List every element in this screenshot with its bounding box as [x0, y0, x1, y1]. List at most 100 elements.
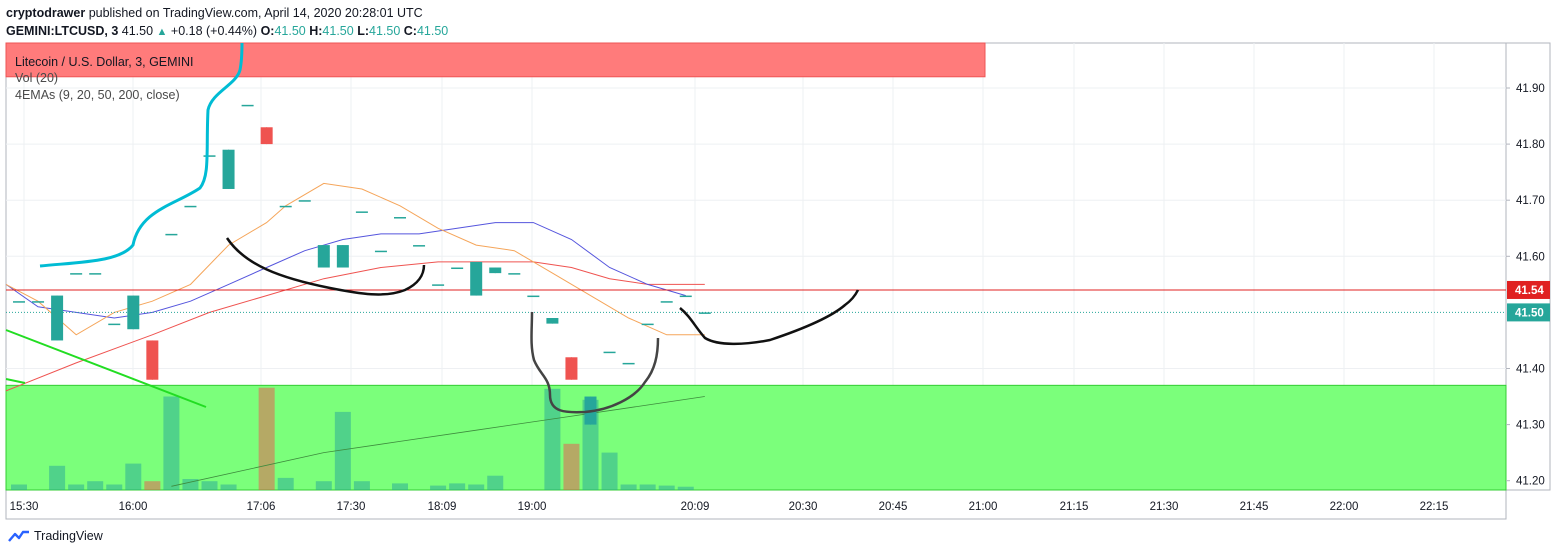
black-arc-right [679, 289, 860, 346]
price-tag-label: 41.50 [1515, 307, 1544, 319]
candle-body [298, 200, 311, 202]
zones [5, 42, 1507, 491]
time-axis-frame [5, 489, 1507, 520]
green-trend-line [5, 329, 207, 408]
tradingview-logo-icon [8, 530, 29, 542]
price-tag-box [1507, 280, 1550, 299]
volume-bar [353, 481, 370, 490]
volume-bar [277, 477, 294, 490]
volume-bar [201, 481, 218, 490]
time-tick-label: 17:06 [247, 501, 276, 513]
time-axis[interactable]: 15:30 16:00 17:06 17:30 18:09 19:00 20:09 20:30… [10, 501, 1449, 513]
candle-body [527, 295, 540, 298]
ema-50-line [5, 261, 705, 392]
ohlc-line: GEMINI:LTCUSD, 3 41.50 ▲ +0.18 (+0.44%) … [6, 22, 448, 41]
candle-body [279, 205, 292, 208]
time-tick-label: 21:45 [1240, 501, 1269, 513]
volume-bar [258, 387, 275, 490]
candle-body [355, 211, 368, 213]
price-tick-label: 41.30 [1516, 420, 1545, 432]
price-tags: 41.54 41.50 [1507, 280, 1550, 322]
ema-lines [5, 182, 705, 487]
price-levels [6, 289, 1506, 313]
publish-info: published on TradingView.com, April 14, … [88, 6, 423, 20]
volume-bar [68, 484, 85, 490]
candle-body [260, 127, 273, 145]
volume-bar [334, 411, 351, 490]
user-drawings[interactable] [5, 42, 860, 414]
time-tick-label: 17:30 [337, 501, 366, 513]
price-tick-label: 41.40 [1516, 364, 1545, 376]
volume-bar [87, 481, 104, 490]
black-arc-left [225, 237, 426, 296]
tradingview-brand: TradingView [34, 529, 103, 543]
volume-bar [677, 486, 694, 490]
candle-body [451, 267, 464, 270]
up-arrow-icon: ▲ [156, 26, 168, 38]
candle-body [508, 273, 521, 275]
candle-body [698, 312, 711, 314]
candle-body [89, 273, 102, 275]
candle-body [70, 273, 83, 275]
volume-bar [601, 452, 618, 490]
time-tick-label: 20:09 [681, 501, 710, 513]
price-tick-label: 41.20 [1516, 476, 1545, 488]
price-tick-label: 41.90 [1516, 83, 1545, 95]
price-change: +0.18 (+0.44%) [170, 24, 258, 38]
author-name[interactable]: cryptodrawer [6, 6, 86, 20]
time-tick-label: 21:30 [1150, 501, 1179, 513]
time-tick-label: 21:00 [969, 501, 998, 513]
ema-200-line [171, 396, 705, 487]
volume-bar [639, 484, 656, 490]
time-tick-label: 19:00 [518, 501, 547, 513]
low-value: 41.50 [369, 24, 401, 38]
low-label: L: [357, 24, 369, 38]
volume-bar [144, 481, 161, 490]
price-tag-label: 41.54 [1515, 285, 1544, 297]
price-tick-label: 41.80 [1516, 139, 1545, 151]
candle-body [127, 295, 140, 330]
candle-body [317, 245, 330, 268]
tradingview-footer[interactable]: TradingView [8, 529, 103, 543]
open-label: O: [260, 24, 275, 38]
time-tick-label: 20:45 [879, 501, 908, 513]
time-tick-label: 22:15 [1420, 501, 1449, 513]
high-label: H: [309, 24, 323, 38]
candle-body [641, 323, 654, 326]
green-trend-line-2 [5, 378, 26, 384]
volume-bar [182, 479, 199, 490]
candle-body [394, 217, 406, 219]
black-cup-drawing [530, 311, 660, 414]
volume-bar [49, 465, 66, 490]
candle-body [432, 284, 445, 286]
cyan-trend-drawing [39, 42, 244, 268]
high-value: 41.50 [322, 24, 354, 38]
close-value: 41.50 [416, 24, 449, 38]
volume-bar [220, 484, 237, 490]
price-tick-label: 41.60 [1516, 251, 1545, 263]
candle-body [184, 205, 197, 208]
volume-bar [449, 483, 466, 490]
candle-body [470, 261, 483, 296]
open-value: 41.50 [274, 24, 306, 38]
candle-body [489, 267, 502, 274]
candle-body [603, 351, 616, 354]
candle-body [13, 301, 25, 303]
volume-bar [487, 475, 504, 490]
volume-bar [544, 388, 561, 490]
candle-body [241, 104, 254, 107]
time-tick-label: 22:00 [1330, 501, 1359, 513]
time-tick-label: 16:00 [119, 501, 148, 513]
volume-bar [620, 484, 637, 490]
last-price-value: 41.50 [121, 24, 154, 38]
publish-line: cryptodrawer published on TradingView.co… [6, 4, 448, 22]
ema-9-line [5, 182, 705, 336]
legend-title: Litecoin / U.S. Dollar, 3, GEMINI [15, 55, 194, 69]
volume-bar [658, 485, 675, 490]
price-axis[interactable]: 41.90 41.80 41.70 41.60 41.40 41.30 41.20 [1506, 83, 1545, 488]
chart-header: cryptodrawer published on TradingView.co… [6, 4, 448, 41]
volume-bar [106, 484, 123, 490]
volume-bar [392, 483, 408, 490]
volume-bar [468, 484, 485, 490]
